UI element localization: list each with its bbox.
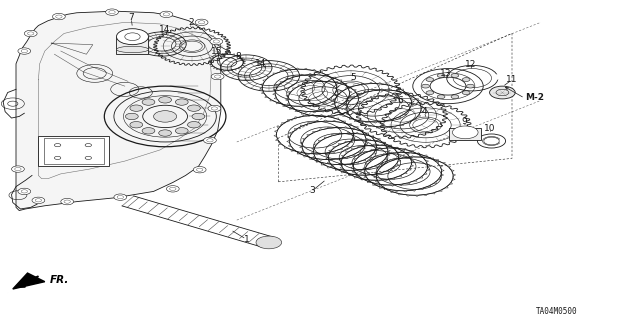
Bar [38,136,109,166]
Circle shape [175,128,188,134]
Circle shape [32,197,45,204]
Text: 15: 15 [211,47,222,56]
Circle shape [114,194,127,200]
Text: 12: 12 [465,60,476,69]
Circle shape [195,19,208,26]
Text: 1: 1 [244,235,249,244]
Circle shape [451,74,459,78]
Circle shape [490,86,515,99]
Text: 5: 5 [351,73,356,82]
Circle shape [130,105,143,111]
Circle shape [61,198,74,205]
Circle shape [462,91,470,95]
Circle shape [462,78,470,81]
Circle shape [256,236,282,249]
Circle shape [159,97,172,103]
Circle shape [85,144,92,147]
Polygon shape [13,273,45,289]
Circle shape [193,167,206,173]
Circle shape [54,156,61,160]
Text: 4: 4 [422,107,427,116]
Circle shape [211,73,224,80]
Text: M-2: M-2 [525,93,544,102]
Circle shape [160,11,173,18]
Circle shape [24,30,37,37]
Circle shape [204,137,216,144]
Circle shape [175,99,188,105]
Circle shape [208,105,221,112]
Circle shape [116,29,148,45]
Circle shape [85,156,92,160]
Circle shape [142,99,155,105]
Circle shape [166,186,179,192]
Text: 8: 8 [236,52,241,61]
Circle shape [452,126,478,139]
Circle shape [188,105,200,111]
Text: 14: 14 [255,59,267,68]
Text: 9: 9 [462,117,467,126]
Circle shape [159,130,172,136]
Text: 6: 6 [398,96,403,105]
Circle shape [426,78,434,81]
Circle shape [125,113,138,120]
Text: 3: 3 [310,186,315,195]
Circle shape [192,113,205,120]
Bar [449,128,481,140]
Circle shape [210,38,223,45]
Bar [44,138,104,164]
Circle shape [467,84,474,88]
Text: 11: 11 [506,75,518,84]
Circle shape [18,188,31,195]
Circle shape [451,95,459,99]
Circle shape [52,13,65,20]
Circle shape [437,95,445,99]
Circle shape [142,128,155,134]
Circle shape [130,122,143,128]
Circle shape [12,166,24,172]
Circle shape [422,84,429,88]
Text: 10: 10 [484,124,495,133]
Circle shape [154,111,177,122]
Circle shape [106,9,118,15]
Bar [116,37,148,54]
Circle shape [54,144,61,147]
Text: FR.: FR. [50,275,69,285]
Polygon shape [16,11,221,211]
Text: 13: 13 [440,69,452,78]
Circle shape [426,91,434,95]
Circle shape [188,122,200,128]
Text: 7: 7 [129,13,134,22]
Text: 14: 14 [159,25,171,34]
Circle shape [18,48,31,54]
Circle shape [437,74,445,78]
Text: 2: 2 [188,19,193,27]
Text: TA04M0500: TA04M0500 [536,307,578,315]
Ellipse shape [116,46,148,53]
